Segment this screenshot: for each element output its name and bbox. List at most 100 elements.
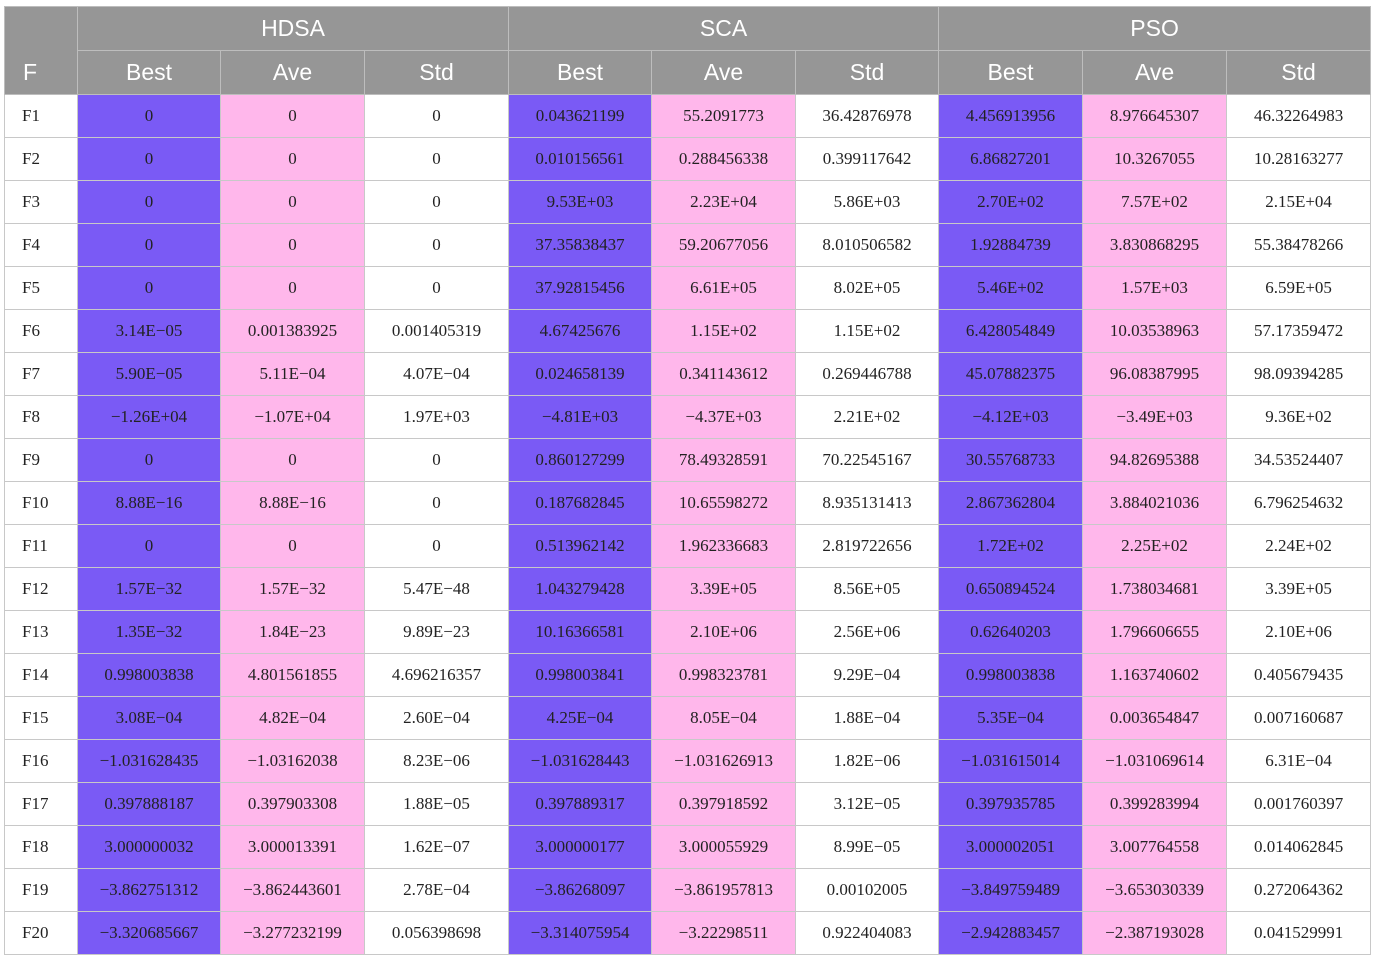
sca-std-cell: 36.42876978 bbox=[795, 94, 940, 138]
pso-best-cell: −1.031615014 bbox=[938, 739, 1084, 783]
subheader-std: Std bbox=[795, 50, 940, 95]
sca-best-cell: −3.314075954 bbox=[508, 911, 653, 955]
sca-std-cell: 5.86E+03 bbox=[795, 180, 940, 224]
pso-best-cell: 6.86827201 bbox=[938, 137, 1084, 181]
function-name-cell: F2 bbox=[4, 137, 78, 181]
sca-ave-cell: 2.10E+06 bbox=[651, 610, 797, 654]
hdsa-std-cell: 1.88E−05 bbox=[363, 782, 510, 826]
hdsa-best-cell: 3.000000032 bbox=[77, 825, 221, 869]
pso-std-cell: 0.405679435 bbox=[1226, 653, 1372, 697]
sca-ave-cell: −3.861957813 bbox=[651, 868, 797, 912]
pso-best-cell: 1.92884739 bbox=[938, 223, 1084, 267]
pso-ave-cell: 3.007764558 bbox=[1082, 825, 1228, 869]
pso-ave-cell: 8.976645307 bbox=[1082, 94, 1228, 138]
pso-best-cell: 1.72E+02 bbox=[938, 524, 1084, 568]
table-row: F1 0 0 0 0.043621199 55.2091773 36.42876978 4.4… bbox=[4, 94, 1372, 138]
sca-best-cell: 4.25E−04 bbox=[508, 696, 653, 740]
hdsa-std-cell: 4.07E−04 bbox=[363, 352, 510, 396]
sca-best-cell: 37.92815456 bbox=[508, 266, 653, 310]
subheader-row: Best Ave Std Best Ave Std Best Ave Std bbox=[5, 50, 1372, 95]
pso-ave-cell: 7.57E+02 bbox=[1082, 180, 1228, 224]
pso-std-cell: 0.041529991 bbox=[1226, 911, 1372, 955]
sca-ave-cell: 0.341143612 bbox=[651, 352, 797, 396]
function-name-cell: F1 bbox=[4, 94, 78, 138]
table-row: F4 0 0 0 37.35838437 59.20677056 8.010506582 1.… bbox=[4, 223, 1372, 267]
sca-best-cell: 4.67425676 bbox=[508, 309, 653, 353]
sca-std-cell: 70.22545167 bbox=[795, 438, 940, 482]
hdsa-std-cell: 9.89E−23 bbox=[363, 610, 510, 654]
hdsa-best-cell: −1.031628435 bbox=[77, 739, 221, 783]
hdsa-ave-cell: 0.397903308 bbox=[220, 782, 365, 826]
function-name-cell: F13 bbox=[4, 610, 78, 654]
hdsa-ave-cell: 0 bbox=[220, 94, 365, 138]
sca-ave-cell: 3.000055929 bbox=[651, 825, 797, 869]
table-row: F8 −1.26E+04 −1.07E+04 1.97E+03 −4.81E+03 −4.… bbox=[4, 395, 1372, 439]
sca-ave-cell: 55.2091773 bbox=[651, 94, 797, 138]
hdsa-ave-cell: 0 bbox=[220, 180, 365, 224]
function-name-cell: F3 bbox=[4, 180, 78, 224]
subheader-best: Best bbox=[938, 50, 1084, 95]
sca-ave-cell: 0.397918592 bbox=[651, 782, 797, 826]
hdsa-best-cell: 0 bbox=[77, 266, 221, 310]
hdsa-std-cell: 0 bbox=[363, 94, 510, 138]
sca-std-cell: 0.399117642 bbox=[795, 137, 940, 181]
hdsa-std-cell: 0 bbox=[363, 524, 510, 568]
pso-std-cell: 10.28163277 bbox=[1226, 137, 1372, 181]
sca-std-cell: 1.88E−04 bbox=[795, 696, 940, 740]
hdsa-best-cell: 5.90E−05 bbox=[77, 352, 221, 396]
sca-ave-cell: 78.49328591 bbox=[651, 438, 797, 482]
hdsa-best-cell: −1.26E+04 bbox=[77, 395, 221, 439]
sca-ave-cell: 1.962336683 bbox=[651, 524, 797, 568]
sca-best-cell: 0.860127299 bbox=[508, 438, 653, 482]
sca-std-cell: 2.56E+06 bbox=[795, 610, 940, 654]
sca-std-cell: 0.00102005 bbox=[795, 868, 940, 912]
hdsa-ave-cell: 0 bbox=[220, 266, 365, 310]
hdsa-best-cell: 0 bbox=[77, 94, 221, 138]
table-row: F17 0.397888187 0.397903308 1.88E−05 0.39788… bbox=[4, 782, 1372, 826]
pso-ave-cell: 1.57E+03 bbox=[1082, 266, 1228, 310]
pso-best-cell: 6.428054849 bbox=[938, 309, 1084, 353]
sca-std-cell: 0.269446788 bbox=[795, 352, 940, 396]
sca-ave-cell: 0.998323781 bbox=[651, 653, 797, 697]
hdsa-best-cell: −3.320685667 bbox=[77, 911, 221, 955]
table-row: F9 0 0 0 0.860127299 78.49328591 70.22545167 30… bbox=[4, 438, 1372, 482]
hdsa-ave-cell: 3.000013391 bbox=[220, 825, 365, 869]
pso-best-cell: 30.55768733 bbox=[938, 438, 1084, 482]
function-name-cell: F12 bbox=[4, 567, 78, 611]
sca-ave-cell: 0.288456338 bbox=[651, 137, 797, 181]
sca-best-cell: 10.16366581 bbox=[508, 610, 653, 654]
hdsa-best-cell: 0 bbox=[77, 524, 221, 568]
pso-std-cell: 6.59E+05 bbox=[1226, 266, 1372, 310]
function-name-cell: F7 bbox=[4, 352, 78, 396]
sca-std-cell: 0.922404083 bbox=[795, 911, 940, 955]
group-header-pso: PSO bbox=[938, 6, 1372, 51]
pso-ave-cell: 96.08387995 bbox=[1082, 352, 1228, 396]
table-row: F15 3.08E−04 4.82E−04 2.60E−04 4.25E−04 8.05E… bbox=[4, 696, 1372, 740]
function-name-cell: F14 bbox=[4, 653, 78, 697]
subheader-std: Std bbox=[363, 50, 510, 95]
sca-best-cell: −1.031628443 bbox=[508, 739, 653, 783]
subheader-best: Best bbox=[508, 50, 653, 95]
hdsa-std-cell: 0 bbox=[363, 137, 510, 181]
table-row: F5 0 0 0 37.92815456 6.61E+05 8.02E+05 5.46E+02… bbox=[4, 266, 1372, 310]
hdsa-ave-cell: 1.57E−32 bbox=[220, 567, 365, 611]
function-name-cell: F17 bbox=[4, 782, 78, 826]
hdsa-ave-cell: 0 bbox=[220, 137, 365, 181]
hdsa-ave-cell: −3.277232199 bbox=[220, 911, 365, 955]
sca-std-cell: 8.02E+05 bbox=[795, 266, 940, 310]
pso-best-cell: 45.07882375 bbox=[938, 352, 1084, 396]
sca-std-cell: 8.56E+05 bbox=[795, 567, 940, 611]
table-row: F14 0.998003838 4.801561855 4.696216357 0.99… bbox=[4, 653, 1372, 697]
pso-std-cell: 98.09394285 bbox=[1226, 352, 1372, 396]
table-row: F18 3.000000032 3.000013391 1.62E−07 3.00000… bbox=[4, 825, 1372, 869]
hdsa-ave-cell: 0 bbox=[220, 223, 365, 267]
hdsa-std-cell: 0.056398698 bbox=[363, 911, 510, 955]
table-row: F6 3.14E−05 0.001383925 0.001405319 4.674256… bbox=[4, 309, 1372, 353]
hdsa-std-cell: 0 bbox=[363, 180, 510, 224]
hdsa-std-cell: 0 bbox=[363, 223, 510, 267]
hdsa-best-cell: 1.57E−32 bbox=[77, 567, 221, 611]
group-header-sca: SCA bbox=[508, 6, 940, 51]
hdsa-ave-cell: −1.07E+04 bbox=[220, 395, 365, 439]
table-body: F1 0 0 0 0.043621199 55.2091773 36.42876978 4.4… bbox=[4, 94, 1372, 955]
function-name-cell: F16 bbox=[4, 739, 78, 783]
